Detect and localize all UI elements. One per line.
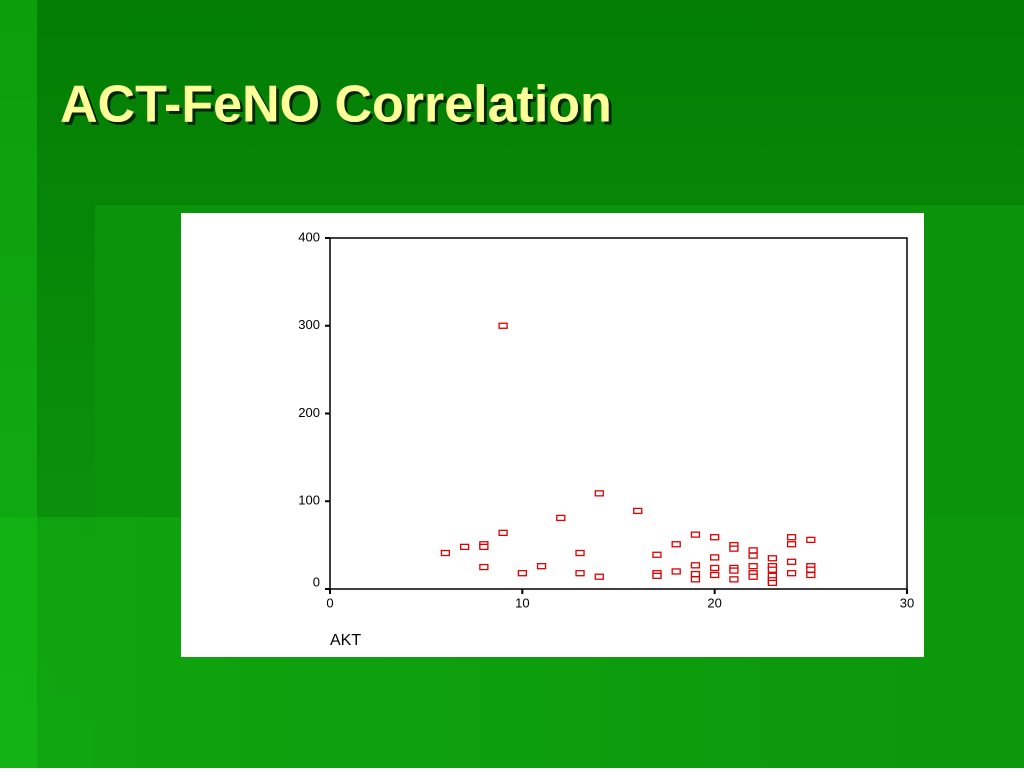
- y-tick-label: 200: [298, 405, 320, 420]
- point: [594, 573, 604, 580]
- point: [690, 531, 701, 538]
- point: [710, 554, 720, 561]
- decor-band: [0, 0, 37, 768]
- point: [536, 563, 547, 570]
- point: [671, 541, 681, 548]
- x-tick-label: 20: [707, 595, 721, 610]
- point: [710, 534, 720, 541]
- point: [710, 564, 720, 572]
- point: [459, 543, 470, 551]
- point: [748, 563, 758, 570]
- x-tick-label: 0: [326, 595, 333, 610]
- point: [748, 552, 758, 559]
- point: [440, 549, 451, 557]
- point: [556, 514, 566, 522]
- point: [806, 566, 816, 573]
- x-tick-label: 30: [900, 595, 914, 610]
- point: [594, 490, 604, 497]
- point: [729, 576, 739, 583]
- point: [786, 534, 797, 541]
- point: [517, 570, 527, 577]
- point: [806, 536, 816, 544]
- point: [767, 566, 778, 573]
- point: [786, 541, 797, 548]
- point: [748, 573, 758, 580]
- point: [729, 545, 739, 552]
- point: [786, 570, 797, 577]
- point: [729, 567, 739, 574]
- point: [806, 571, 816, 579]
- point: [633, 507, 643, 515]
- point: [767, 555, 778, 562]
- point: [652, 572, 662, 579]
- y-tick-label: 400: [298, 229, 320, 244]
- point: [690, 570, 701, 578]
- point: [498, 322, 508, 329]
- y-tick-label: 100: [298, 493, 320, 508]
- point: [767, 579, 778, 587]
- point: [671, 568, 681, 575]
- point: [652, 551, 662, 558]
- point: [575, 549, 585, 557]
- point: [690, 576, 701, 583]
- point: [748, 547, 758, 554]
- chart-panel: [181, 213, 924, 657]
- slide-title: ACT-FeNO Correlation: [60, 76, 612, 134]
- point: [479, 563, 489, 571]
- x-axis-label: AKT: [330, 632, 361, 649]
- point: [498, 529, 508, 536]
- point: [786, 558, 797, 565]
- y-tick-label: 0: [313, 574, 320, 589]
- point: [710, 571, 720, 579]
- point: [479, 543, 489, 551]
- point: [575, 570, 585, 577]
- point: [690, 562, 701, 569]
- x-tick-label: 10: [515, 595, 529, 610]
- y-tick-label: 300: [298, 317, 320, 332]
